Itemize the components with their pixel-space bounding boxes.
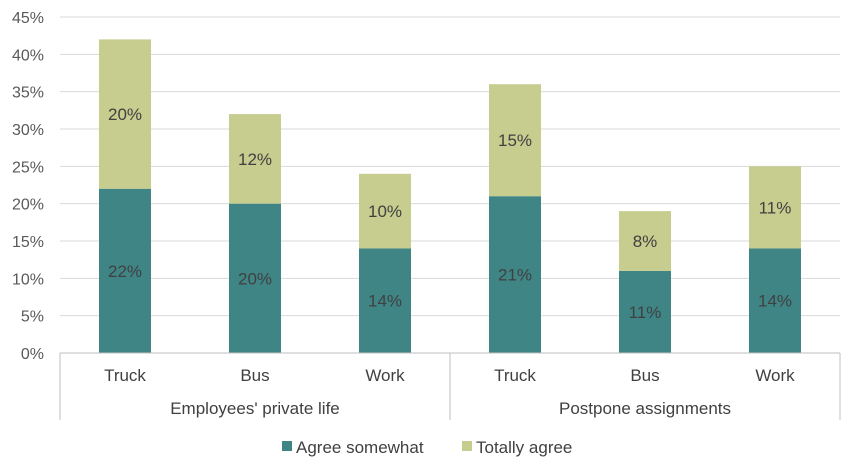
bar-totally-agree [99, 39, 151, 189]
data-label-totally-agree: 8% [633, 232, 658, 251]
bar-agree-somewhat [359, 248, 411, 353]
data-label-totally-agree: 12% [238, 150, 272, 169]
data-label-agree-somewhat: 21% [498, 266, 532, 285]
x-group-label: Employees' private life [170, 399, 340, 418]
bar-agree-somewhat [619, 270, 671, 353]
data-label-totally-agree: 20% [108, 105, 142, 124]
bar-agree-somewhat [229, 203, 281, 353]
y-tick-label: 20% [12, 197, 44, 214]
y-tick-label: 25% [12, 159, 44, 176]
data-label-agree-somewhat: 14% [368, 292, 402, 311]
legend-label: Agree somewhat [296, 438, 424, 457]
bar-agree-somewhat [489, 196, 541, 353]
y-axis-ticks: 0% 5% 10% 15% 20% 25% 30% 35% 40% 45% [12, 10, 44, 363]
legend-label: Totally agree [476, 438, 572, 457]
y-tick-label: 35% [12, 85, 44, 102]
x-category-label: Truck [104, 366, 146, 385]
y-tick-label: 45% [12, 10, 44, 27]
x-group-label: Postpone assignments [559, 399, 731, 418]
bar-agree-somewhat [749, 248, 801, 353]
bar-totally-agree [619, 211, 671, 271]
data-label-agree-somewhat: 14% [758, 292, 792, 311]
bar-totally-agree [749, 166, 801, 249]
data-label-totally-agree: 11% [759, 198, 792, 217]
legend: Agree somewhat Totally agree [282, 438, 572, 457]
y-tick-label: 0% [21, 346, 44, 363]
x-axis: Truck Bus Work Truck Bus Work Employees' priva… [59, 352, 841, 420]
y-tick-label: 30% [12, 122, 44, 139]
x-category-label: Bus [240, 366, 269, 385]
legend-swatch [462, 441, 472, 451]
data-label-agree-somewhat: 22% [108, 262, 142, 281]
data-label-agree-somewhat: 20% [238, 269, 272, 288]
y-tick-label: 10% [12, 271, 44, 288]
bar-totally-agree [229, 114, 281, 204]
legend-swatch [282, 441, 292, 451]
bars [99, 39, 801, 353]
bar-totally-agree [359, 173, 411, 249]
x-category-label: Truck [494, 366, 536, 385]
data-labels: 22% 20% 20% 12% 14% 10% 21% 15% 11% 8% 14% 11% [108, 105, 792, 322]
bar-totally-agree [489, 84, 541, 197]
bar-agree-somewhat [99, 188, 151, 353]
gridlines [60, 16, 840, 317]
data-label-totally-agree: 10% [368, 202, 402, 221]
y-tick-label: 5% [21, 309, 44, 326]
x-category-label: Bus [630, 366, 659, 385]
x-category-label: Work [365, 366, 405, 385]
y-tick-label: 40% [12, 47, 44, 64]
data-label-totally-agree: 15% [498, 131, 532, 150]
data-label-agree-somewhat: 11% [629, 303, 662, 322]
x-category-label: Work [755, 366, 795, 385]
y-tick-label: 15% [12, 234, 44, 251]
